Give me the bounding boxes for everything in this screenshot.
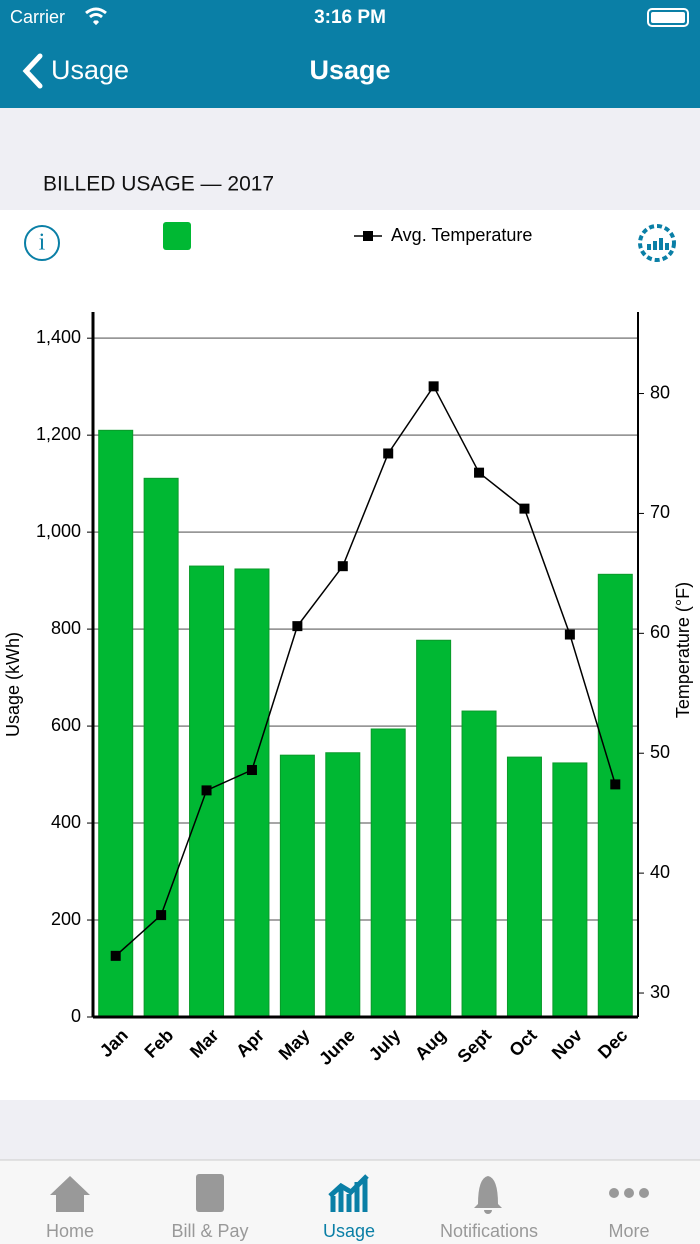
bar (461, 710, 497, 1018)
y2-tick-label: 50 (650, 742, 670, 762)
y-tick-label: 400 (51, 812, 81, 832)
y2-axis-title: Temperature (°F) (673, 582, 693, 718)
marker (292, 621, 303, 632)
y-tick-label: 200 (51, 909, 81, 929)
settings-button[interactable] (638, 224, 676, 262)
more-dot (609, 1188, 619, 1198)
y2-tick-label: 40 (650, 862, 670, 882)
y2-tick-label: 70 (650, 502, 670, 522)
usage-icon (328, 1174, 369, 1212)
legend-label[interactable]: Avg. Temperature (391, 225, 532, 245)
tab-label[interactable]: More (608, 1221, 649, 1241)
more-dot (639, 1188, 649, 1198)
legend-swatch[interactable] (163, 222, 191, 250)
nav-title: Usage (309, 55, 390, 85)
spacer (0, 1100, 700, 1160)
section-header (0, 108, 700, 210)
marker (428, 381, 439, 392)
bar (552, 762, 588, 1018)
y-axis-title: Usage (kWh) (3, 632, 23, 737)
tab-label[interactable]: Notifications (440, 1221, 538, 1241)
tab-label[interactable]: Bill & Pay (171, 1221, 248, 1241)
clock: 3:16 PM (314, 7, 386, 28)
marker (110, 950, 121, 961)
more-dot (624, 1188, 634, 1198)
bar (370, 728, 406, 1018)
back-arrow[interactable] (22, 53, 43, 89)
bar (506, 756, 542, 1018)
carrier: Carrier (10, 7, 65, 27)
bar (143, 477, 179, 1018)
marker (337, 561, 348, 572)
wifi-icon (85, 7, 107, 26)
y2-tick-label: 30 (650, 982, 670, 1002)
y-tick-label: 600 (51, 715, 81, 735)
bar (98, 429, 134, 1018)
back-button[interactable]: Usage (51, 55, 129, 85)
marker (474, 467, 485, 478)
y-tick-label: 1,000 (36, 521, 81, 541)
marker (610, 779, 621, 790)
legend-marker (363, 231, 373, 241)
bill-icon (196, 1174, 224, 1212)
bar (279, 754, 315, 1018)
header (0, 0, 700, 108)
home-icon (50, 1176, 90, 1212)
bar (234, 568, 270, 1018)
bar (325, 752, 361, 1018)
y-tick-label: 1,200 (36, 424, 81, 444)
marker (246, 765, 257, 776)
settings-icon (647, 238, 669, 250)
line (115, 384, 617, 957)
y2-tick-label: 60 (650, 622, 670, 642)
y2-tick-label: 80 (650, 382, 670, 402)
bar (597, 573, 633, 1018)
battery (647, 8, 689, 27)
battery-level (651, 12, 685, 23)
marker (156, 910, 167, 921)
section-title: BILLED USAGE — 2017 (43, 173, 274, 196)
y-tick-label: 800 (51, 618, 81, 638)
bar (416, 639, 452, 1018)
y-tick-label: 1,400 (36, 327, 81, 347)
marker (383, 448, 394, 459)
tab-label[interactable]: Home (46, 1221, 94, 1241)
y-tick-label: 0 (71, 1006, 81, 1026)
bell-icon (474, 1176, 502, 1214)
marker (519, 503, 530, 514)
tab-label[interactable]: Usage (323, 1221, 375, 1241)
info-icon: i (39, 230, 46, 256)
marker (564, 629, 575, 640)
info-button[interactable] (24, 225, 60, 261)
marker (201, 785, 212, 796)
